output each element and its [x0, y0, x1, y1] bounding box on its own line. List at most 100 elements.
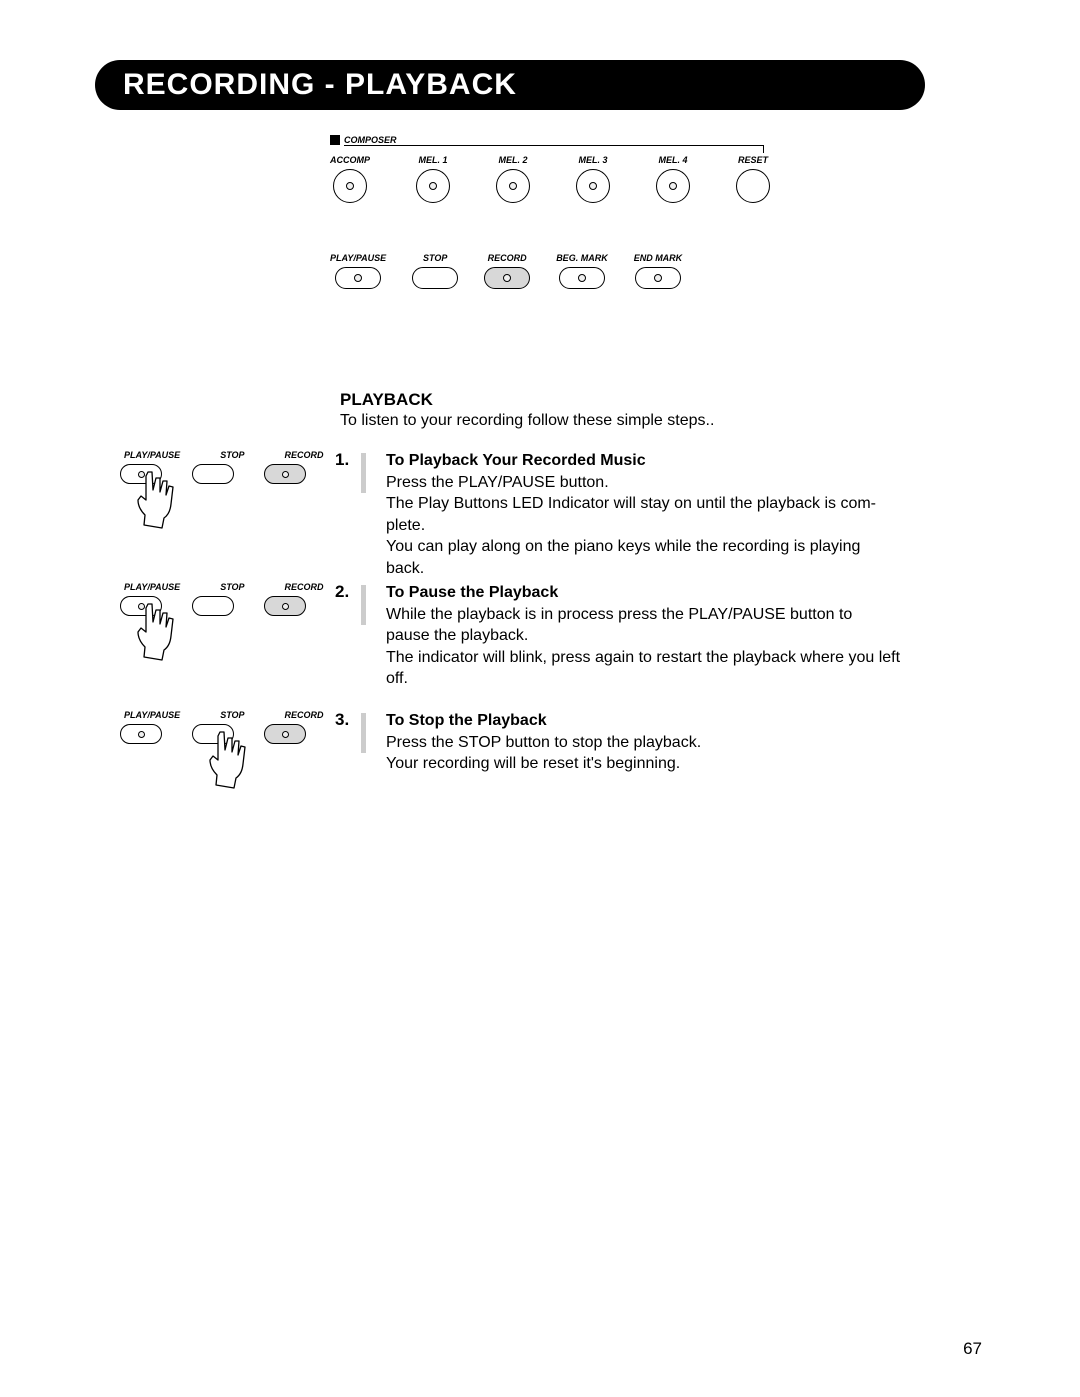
page-title: RECORDING - PLAYBACK: [123, 68, 517, 102]
step-title: To Stop the Playback: [386, 710, 960, 732]
diag-buttons: [120, 464, 335, 484]
diag-label: STOP: [220, 582, 244, 592]
led-icon: [503, 274, 511, 282]
composer-top-button: MEL. 4: [656, 155, 690, 203]
button-label: PLAY/PAUSE: [330, 253, 386, 263]
oval-button[interactable]: [412, 267, 458, 289]
composer-bottom-row: PLAY/PAUSESTOPRECORDBEG. MARKEND MARK: [330, 253, 780, 289]
step-diagram: PLAY/PAUSESTOPRECORD: [120, 710, 335, 775]
hand-icon: [128, 602, 188, 667]
composer-top-button: ACCOMP: [330, 155, 370, 203]
diag-labels: PLAY/PAUSE STOP RECORD: [120, 582, 335, 592]
led-icon: [282, 471, 289, 478]
round-button[interactable]: [333, 169, 367, 203]
step-diagram: PLAY/PAUSE STOP RECORD: [120, 582, 335, 690]
composer-panel: COMPOSER ACCOMP MEL. 1 MEL. 2 MEL. 3 MEL. 4 R…: [330, 135, 780, 289]
led-icon: [138, 731, 145, 738]
oval-button[interactable]: [635, 267, 681, 289]
led-icon: [654, 274, 662, 282]
step-block: PLAY/PAUSESTOPRECORD 3.To Stop the Playb…: [120, 710, 960, 775]
step-divider: [361, 713, 366, 753]
step-line: You can play along on the piano keys whi…: [386, 536, 960, 558]
composer-label: COMPOSER: [344, 135, 397, 145]
step-diagram: PLAY/PAUSE STOP RECORD: [120, 450, 335, 580]
step-number: 3.: [335, 710, 361, 775]
title-bar: RECORDING - PLAYBACK: [95, 60, 925, 110]
oval-button[interactable]: [484, 267, 530, 289]
button-label: STOP: [423, 253, 447, 263]
composer-top-button: MEL. 1: [416, 155, 450, 203]
button-label: MEL. 1: [418, 155, 447, 165]
button-label: ACCOMP: [330, 155, 370, 165]
step-line: Press the STOP button to stop the playba…: [386, 732, 960, 754]
composer-top-button: MEL. 2: [496, 155, 530, 203]
diag-buttons: [120, 596, 335, 616]
step-line: Your recording will be reset it's beginn…: [386, 753, 960, 775]
composer-bottom-button: PLAY/PAUSE: [330, 253, 386, 289]
composer-header: COMPOSER: [330, 135, 780, 145]
led-icon: [578, 274, 586, 282]
led-icon: [669, 182, 677, 190]
led-icon: [282, 603, 289, 610]
diag-oval-button[interactable]: [264, 596, 306, 616]
button-label: MEL. 3: [578, 155, 607, 165]
diag-label: RECORD: [285, 582, 324, 592]
step-content: To Stop the PlaybackPress the STOP butto…: [386, 710, 960, 775]
diag-buttons: [120, 724, 335, 744]
round-button[interactable]: [656, 169, 690, 203]
page-number: 67: [963, 1339, 982, 1359]
diag-label: PLAY/PAUSE: [124, 710, 180, 720]
led-icon: [429, 182, 437, 190]
diag-labels: PLAY/PAUSE STOP RECORD: [120, 450, 335, 460]
step-block: PLAY/PAUSE STOP RECORD 1. To Playback Your …: [120, 450, 960, 580]
diag-labels: PLAY/PAUSESTOPRECORD: [120, 710, 335, 720]
diag-label: RECORD: [285, 450, 324, 460]
round-button[interactable]: [496, 169, 530, 203]
button-label: END MARK: [634, 253, 683, 263]
composer-bottom-button: STOP: [412, 253, 458, 289]
led-icon: [354, 274, 362, 282]
diag-oval-button[interactable]: [120, 724, 162, 744]
button-label: BEG. MARK: [556, 253, 608, 263]
button-label: MEL. 2: [498, 155, 527, 165]
diag-oval-button[interactable]: [264, 464, 306, 484]
intro-text: To listen to your recording follow these…: [340, 412, 714, 430]
composer-bottom-button: END MARK: [634, 253, 683, 289]
button-label: RESET: [738, 155, 768, 165]
composer-top-row: ACCOMP MEL. 1 MEL. 2 MEL. 3 MEL. 4 RESET: [330, 155, 770, 203]
step-line: pause the playback.: [386, 625, 960, 647]
step-title: To Playback Your Recorded Music: [386, 450, 960, 472]
step-line: The indicator will blink, press again to…: [386, 647, 960, 669]
step-block: PLAY/PAUSESTOPRECORD 2.To Pause the Play…: [120, 582, 960, 690]
step-number: 2.: [335, 582, 361, 690]
led-icon: [509, 182, 517, 190]
composer-square-icon: [330, 135, 340, 145]
led-icon: [589, 182, 597, 190]
step-line: plete.: [386, 515, 960, 537]
round-button[interactable]: [416, 169, 450, 203]
diag-label: STOP: [220, 710, 244, 720]
step-line: off.: [386, 668, 960, 690]
diag-oval-button[interactable]: [192, 596, 234, 616]
step-line: The Play Buttons LED Indicator will stay…: [386, 493, 960, 515]
diag-label: STOP: [220, 450, 244, 460]
diag-oval-button[interactable]: [264, 724, 306, 744]
step-line: While the playback is in process press t…: [386, 604, 960, 626]
diag-label: PLAY/PAUSE: [124, 450, 180, 460]
composer-top-button: MEL. 3: [576, 155, 610, 203]
led-icon: [282, 731, 289, 738]
hand-icon: [128, 470, 188, 535]
section-header: PLAYBACK: [340, 390, 433, 410]
oval-button[interactable]: [559, 267, 605, 289]
composer-line: [344, 145, 764, 146]
round-button[interactable]: [576, 169, 610, 203]
diag-label: PLAY/PAUSE: [124, 582, 180, 592]
step-title: To Pause the Playback: [386, 582, 960, 604]
step-number: 1.: [335, 450, 361, 580]
oval-button[interactable]: [335, 267, 381, 289]
diag-oval-button[interactable]: [192, 464, 234, 484]
step-divider: [361, 453, 366, 493]
step-content: To Pause the PlaybackWhile the playback …: [386, 582, 960, 690]
led-icon: [346, 182, 354, 190]
round-button[interactable]: [736, 169, 770, 203]
